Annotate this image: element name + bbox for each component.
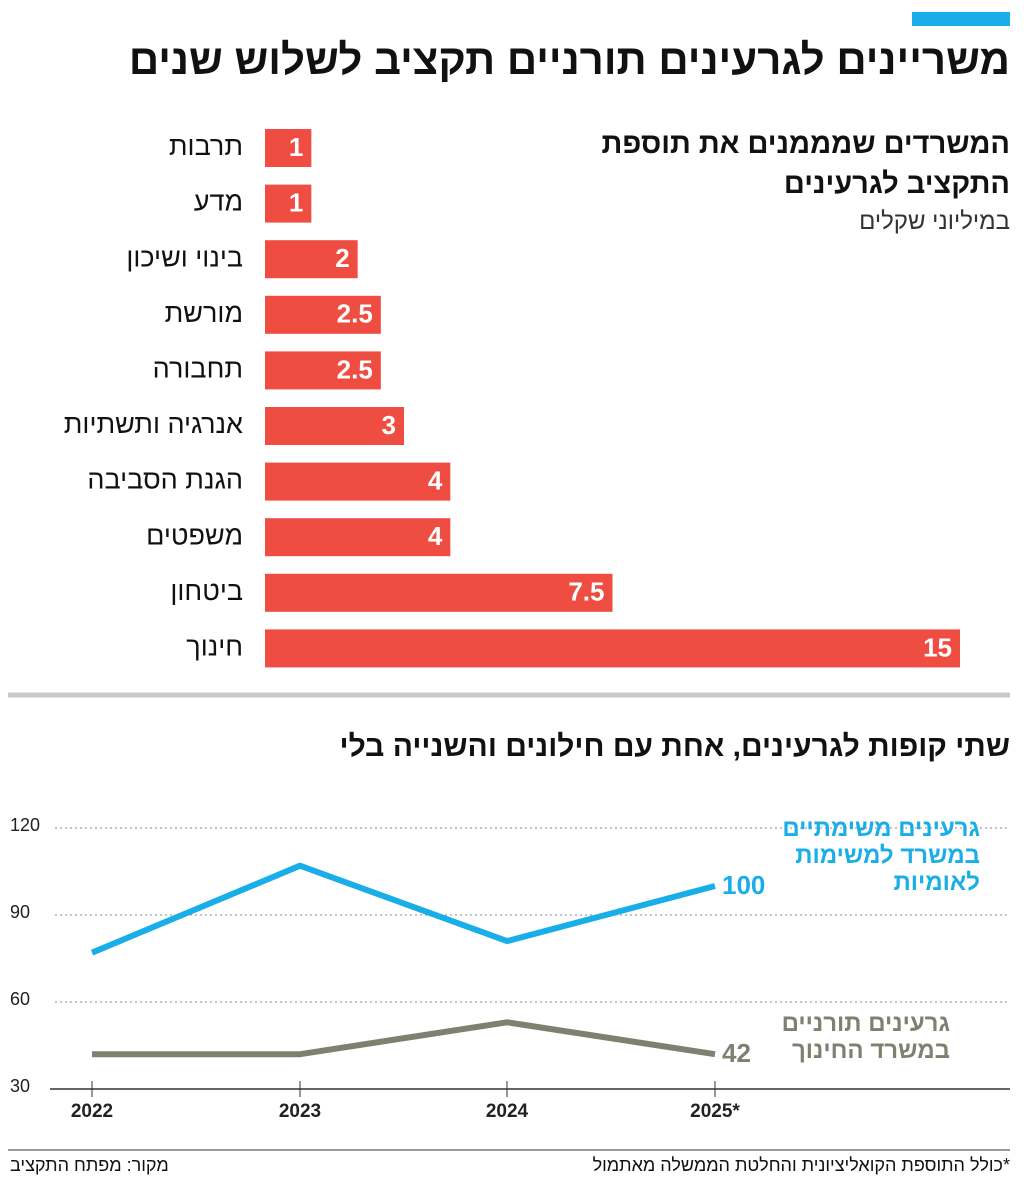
bar [265, 629, 960, 668]
y-tick-label: 120 [10, 815, 40, 835]
legend-entry: גרעינים משימתיים במשרד למשימות לאומיות [782, 815, 980, 896]
bar [265, 240, 358, 279]
category-label: מדע [194, 187, 243, 217]
value-label: 7.5 [568, 577, 604, 607]
x-tick-label: 2022 [71, 1101, 113, 1122]
value-label: 2.5 [337, 299, 373, 329]
category-label: משפטים [146, 520, 243, 550]
value-label: 1 [289, 187, 303, 217]
value-label: 42 [722, 1038, 751, 1068]
category-label: תרבות [169, 131, 243, 161]
bar [265, 462, 451, 501]
source: מקור: מפתח התקציב [10, 1155, 169, 1175]
bar [265, 295, 381, 334]
bar [265, 184, 312, 223]
category-label: בינוי ושיכון [126, 242, 243, 272]
category-label: תחבורה [153, 354, 243, 384]
value-label: 15 [923, 632, 952, 662]
line-chart-title: שתי קופות לגרעינים, אחת עם חילונים והשני… [339, 730, 1010, 763]
line [90, 862, 716, 956]
value-label: 2.5 [337, 354, 373, 384]
value-label: 4 [428, 465, 443, 495]
category-label: אנרגיה ותשתיות [64, 409, 243, 439]
y-tick-label: 90 [10, 902, 30, 922]
page-title: משריינים לגרעינים תורניים תקציב לשלוש שנ… [128, 36, 1010, 83]
category-label: ביטחון [170, 576, 243, 606]
bar [265, 129, 312, 167]
bar [265, 518, 451, 557]
bar [265, 407, 404, 445]
line [92, 1019, 716, 1058]
y-tick-label: 30 [10, 1076, 30, 1096]
value-label: 2 [335, 243, 349, 273]
y-tick-label: 60 [10, 989, 30, 1009]
bar-chart-title: המשרדים שמממנים את תוספת התקציב לגרעינים [601, 128, 1010, 200]
category-label: הגנת הסביבה [87, 465, 243, 495]
value-label: 3 [382, 410, 396, 440]
legend-entry: גרעינים תורניים במשרד החינוך [781, 1010, 950, 1064]
value-label: 4 [428, 521, 443, 551]
accent-bar [912, 12, 1010, 26]
x-tick-label: 2023 [279, 1101, 321, 1122]
value-label: 100 [722, 870, 765, 900]
bar-chart-subtitle: במיליוני שקלים [859, 208, 1010, 235]
value-label: 1 [289, 132, 303, 162]
bar [265, 351, 381, 390]
x-tick-label: 2025* [690, 1101, 740, 1122]
category-label: מורשת [165, 298, 243, 328]
footnote: *כולל התוספת הקואליציונית והחלטת הממשלה … [592, 1155, 1010, 1175]
x-tick-label: 2024 [486, 1101, 529, 1122]
category-label: חינוך [186, 632, 243, 662]
bar [265, 573, 613, 612]
